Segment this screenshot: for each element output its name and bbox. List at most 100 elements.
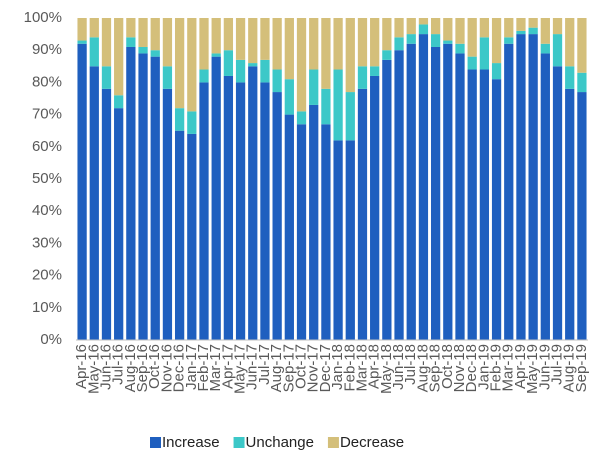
bar-segment — [284, 18, 294, 80]
bar-segment — [187, 133, 197, 340]
bar-segment — [260, 18, 270, 60]
bar-segment — [296, 124, 307, 340]
legend-label: Unchange — [246, 434, 314, 451]
bar-segment — [235, 18, 246, 60]
bar-segment — [187, 18, 197, 112]
legend-swatch — [150, 437, 161, 448]
legend-label: Decrease — [340, 434, 404, 451]
bar-segment — [272, 18, 282, 70]
bar-segment — [370, 18, 380, 67]
x-tick-label: Apr-16 — [73, 344, 90, 389]
bar-segment — [89, 66, 99, 341]
bar-segment — [284, 79, 294, 115]
bar-segment — [504, 37, 514, 44]
bar-segment — [333, 140, 343, 340]
bar-segment — [162, 18, 173, 67]
legend-swatch — [233, 437, 245, 448]
bar-segment — [321, 18, 331, 89]
x-tick-label: Dec-17 — [317, 344, 334, 392]
bar-segment — [174, 18, 185, 109]
bar-segment — [565, 66, 575, 89]
bar-segment — [516, 30, 526, 35]
y-tick-label: 30% — [32, 234, 62, 251]
bar-segment — [467, 69, 477, 341]
bar-segment — [211, 56, 221, 340]
x-tick-label: Jun-18 — [390, 344, 407, 390]
bar-segment — [211, 18, 221, 54]
bar-segment — [479, 37, 490, 70]
bar-segment — [211, 53, 221, 57]
bar-segment — [552, 34, 563, 67]
x-tick-label: Aug-18 — [414, 344, 431, 392]
bar-segment — [528, 34, 538, 340]
bar-segment — [333, 69, 343, 141]
bar-segment — [577, 72, 587, 93]
x-tick-label: Sep-17 — [280, 344, 297, 392]
x-tick-label: May-18 — [378, 344, 395, 394]
bar-segment — [528, 18, 538, 28]
bar-segment — [455, 43, 465, 54]
y-tick-label: 10% — [32, 299, 62, 316]
x-tick-label: Apr-18 — [366, 344, 383, 389]
x-tick-label: May-16 — [85, 344, 102, 394]
bar-segment — [382, 59, 392, 341]
bar-segment — [479, 69, 490, 341]
x-tick-label: Jun-19 — [536, 344, 553, 390]
bar-segment — [333, 18, 343, 70]
x-tick-label: Jan-19 — [475, 344, 492, 390]
bar-segment — [357, 88, 368, 340]
bar-segment — [199, 69, 209, 83]
bar-segment — [394, 50, 404, 340]
bar-segment — [162, 88, 173, 340]
y-tick-label: 0% — [40, 331, 62, 348]
x-tick-label: Feb-18 — [341, 344, 358, 392]
bar-segment — [516, 18, 526, 31]
bar-segment — [528, 27, 538, 35]
bar-segment — [101, 88, 112, 340]
x-tick-label: Aug-16 — [122, 344, 139, 392]
bar-segment — [443, 18, 453, 41]
bar-segment — [150, 50, 160, 57]
bar-segment — [187, 111, 197, 134]
bar-segment — [540, 18, 550, 44]
bar-segment — [382, 18, 392, 51]
bar-segment — [235, 59, 246, 83]
legend-swatch — [327, 437, 339, 448]
x-tick-label: Aug-19 — [561, 344, 578, 392]
bar-segment — [418, 18, 429, 25]
bar-segment — [357, 18, 368, 67]
bar-segment — [406, 34, 416, 44]
bar-segment — [552, 66, 563, 341]
x-tick-label: Jun-16 — [97, 344, 114, 390]
bar-segment — [248, 18, 258, 64]
bar-segment — [150, 18, 160, 51]
bar-segment — [162, 66, 173, 89]
x-tick-label: Feb-17 — [195, 344, 212, 392]
legend-label: Increase — [162, 434, 220, 451]
bar-segment — [223, 18, 234, 51]
bar-segment — [479, 18, 490, 38]
bar-segment — [126, 37, 136, 47]
bar-segment — [77, 43, 87, 340]
bar-segment — [430, 46, 441, 340]
bar-segment — [309, 104, 319, 340]
y-tick-label: 40% — [32, 202, 62, 219]
bar-segment — [540, 43, 550, 54]
x-tick-label: Sep-18 — [427, 344, 444, 392]
bar-segment — [406, 18, 416, 35]
bar-segment — [552, 18, 563, 35]
bar-segment — [138, 46, 148, 54]
x-tick-label: Jul-16 — [110, 344, 127, 385]
bar-segment — [418, 24, 429, 35]
bar-segment — [357, 66, 368, 89]
y-tick-label: 70% — [32, 106, 62, 123]
bar-segment — [430, 34, 441, 47]
bar-segment — [296, 18, 307, 112]
bar-segment — [504, 43, 514, 340]
bar-segment — [284, 114, 294, 340]
y-tick-label: 80% — [32, 73, 62, 90]
bar-segment — [223, 75, 234, 341]
bar-segment — [443, 43, 453, 340]
legend: Increase Unchange Decrease — [150, 434, 404, 451]
bar-segment — [174, 108, 185, 131]
